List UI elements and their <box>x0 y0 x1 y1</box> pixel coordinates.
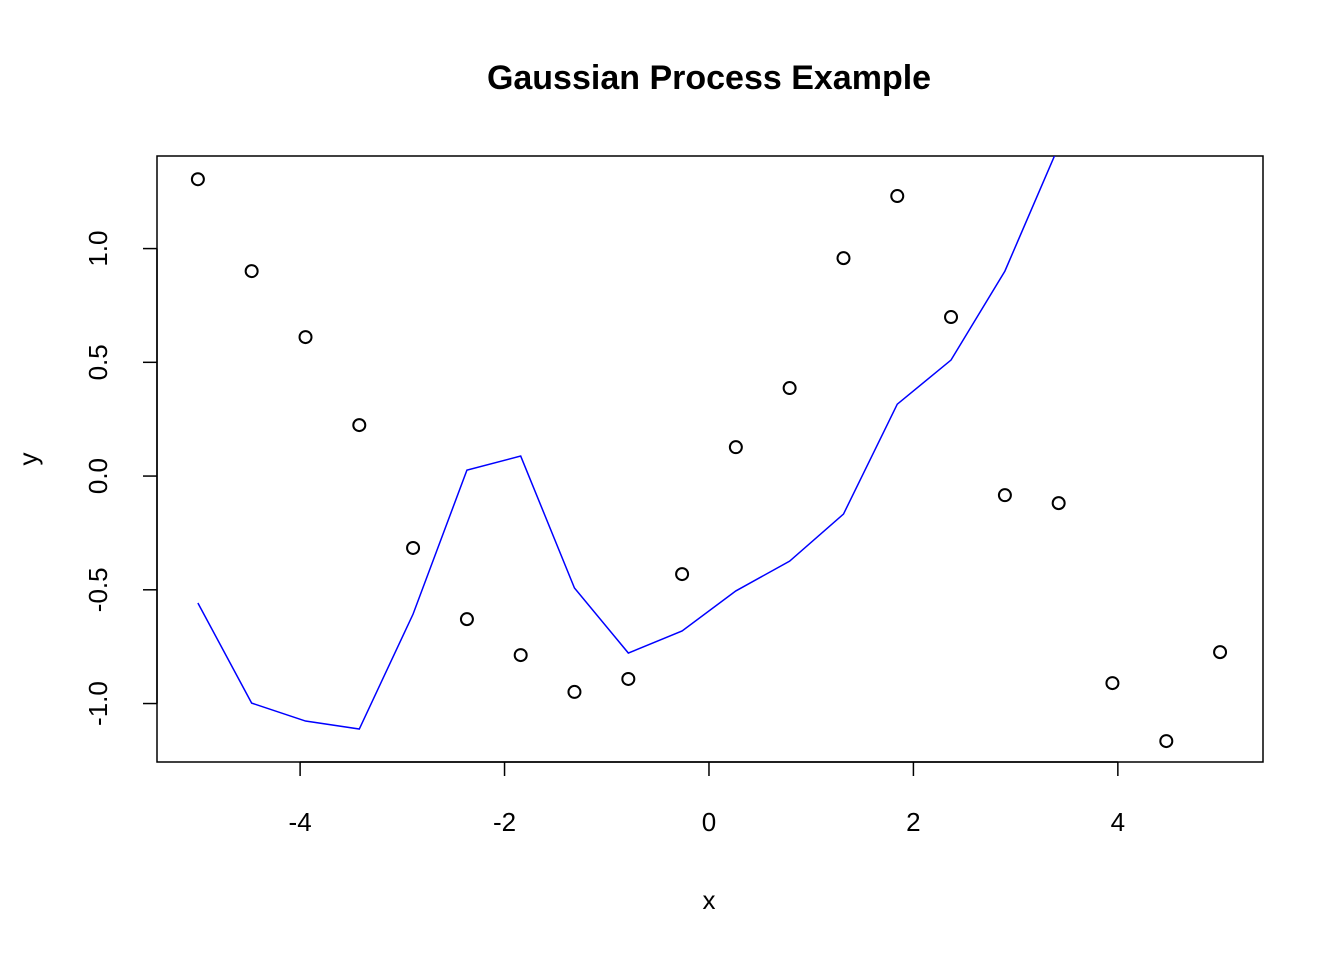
point <box>459 612 474 627</box>
point <box>782 381 797 396</box>
y-tick-label: 0.0 <box>83 458 113 494</box>
y-tick-label: -0.5 <box>83 567 113 612</box>
point <box>997 488 1012 503</box>
y-tick-label: -1.0 <box>83 681 113 726</box>
x-axis-label: x <box>703 885 716 915</box>
point <box>406 540 421 555</box>
line <box>197 156 1056 730</box>
x-tick-label: -4 <box>289 807 312 837</box>
plot-area <box>190 156 1228 749</box>
point <box>298 330 313 345</box>
x-tick-label: 4 <box>1111 807 1125 837</box>
point <box>1159 734 1174 749</box>
x-tick-label: 2 <box>906 807 920 837</box>
y-tick-label: 0.5 <box>83 344 113 380</box>
point <box>944 310 959 325</box>
point <box>1105 676 1120 691</box>
point <box>567 684 582 699</box>
point <box>675 567 690 582</box>
y-tick-label: 1.0 <box>83 231 113 267</box>
x-tick-label: 0 <box>702 807 716 837</box>
point <box>244 264 259 279</box>
y-axis-label: y <box>13 453 43 466</box>
chart-title: Gaussian Process Example <box>487 59 931 97</box>
point <box>728 440 743 455</box>
plot-frame <box>156 155 1264 763</box>
point <box>621 671 636 686</box>
point <box>1213 645 1228 660</box>
point <box>352 418 367 433</box>
point <box>836 251 851 266</box>
point <box>190 172 205 187</box>
x-tick-label: -2 <box>493 807 516 837</box>
point <box>1051 496 1066 511</box>
point <box>890 189 905 204</box>
point <box>513 648 528 663</box>
